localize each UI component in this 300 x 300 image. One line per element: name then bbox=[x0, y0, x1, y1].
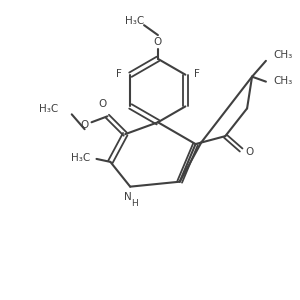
Text: CH₃: CH₃ bbox=[274, 50, 293, 60]
Text: H₃C: H₃C bbox=[71, 153, 91, 163]
Text: O: O bbox=[98, 99, 106, 110]
Text: N: N bbox=[124, 192, 132, 202]
Text: CH₃: CH₃ bbox=[274, 76, 293, 85]
Text: F: F bbox=[194, 69, 200, 79]
Text: H₃C: H₃C bbox=[124, 16, 144, 26]
Text: O: O bbox=[80, 120, 89, 130]
Text: H₃C: H₃C bbox=[39, 104, 58, 114]
Text: F: F bbox=[116, 69, 122, 79]
Text: O: O bbox=[245, 147, 253, 157]
Text: H: H bbox=[131, 199, 137, 208]
Text: O: O bbox=[154, 37, 162, 47]
